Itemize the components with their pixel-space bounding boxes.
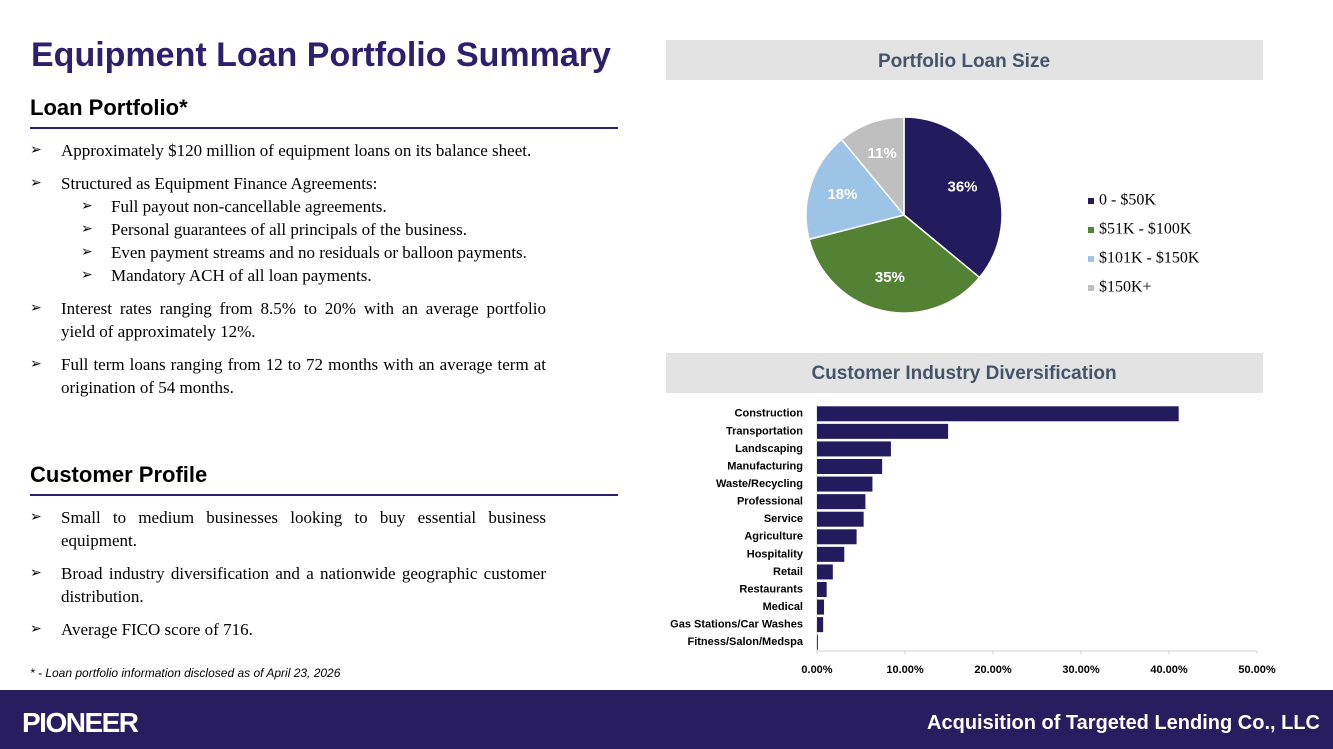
sub-list: Full payout non-cancellable agreements.P… — [61, 195, 546, 287]
data-label: 35% — [875, 269, 905, 286]
bar — [817, 599, 825, 615]
bar — [817, 617, 824, 633]
bullet-text: Full term loans ranging from 12 to 72 mo… — [61, 355, 546, 397]
sub-bullet: Full payout non-cancellable agreements. — [61, 195, 546, 218]
bullet-text: Structured as Equipment Finance Agreemen… — [61, 174, 378, 193]
bullet-list: Approximately $120 million of equipment … — [30, 139, 618, 399]
chart-title-band — [666, 353, 1263, 393]
bar — [817, 582, 827, 597]
footer-band — [0, 690, 1333, 749]
y-tick-label: Fitness/Salon/Medspa — [687, 636, 803, 648]
legend-label: 0 - $50K — [1099, 192, 1156, 209]
bullet-text: Average FICO score of 716. — [61, 620, 253, 639]
legend-swatch — [1088, 198, 1094, 204]
footnote: * - Loan portfolio information disclosed… — [30, 666, 341, 680]
pie-slice — [808, 214, 981, 314]
section-heading: Loan Portfolio* — [30, 95, 618, 129]
bar — [817, 406, 1179, 422]
data-label: 36% — [948, 178, 978, 195]
x-tick-label: 40.00% — [1150, 664, 1188, 676]
y-tick-label: Retail — [773, 566, 803, 578]
y-tick-label: Gas Stations/Car Washes — [670, 619, 803, 631]
legend-label: $101K - $150K — [1099, 250, 1200, 267]
logo: PIONEER — [22, 707, 139, 738]
bar — [817, 546, 845, 562]
bar — [817, 564, 833, 580]
bar — [817, 511, 864, 527]
y-tick-label: Professional — [737, 496, 803, 508]
bar — [817, 494, 866, 510]
legend-label: $150K+ — [1099, 279, 1152, 296]
chart-title-band — [666, 40, 1263, 80]
bullet: Structured as Equipment Finance Agreemen… — [30, 172, 546, 287]
bullet: Average FICO score of 716. — [30, 618, 546, 641]
legend-swatch — [1088, 256, 1094, 262]
bar — [817, 476, 873, 492]
sub-bullet: Mandatory ACH of all loan payments. — [61, 264, 546, 287]
y-tick-label: Service — [764, 513, 803, 525]
x-tick-label: 30.00% — [1062, 664, 1100, 676]
bar — [817, 423, 949, 439]
bullet: Interest rates ranging from 8.5% to 20% … — [30, 297, 546, 343]
x-tick-label: 10.00% — [886, 664, 924, 676]
x-tick-label: 20.00% — [974, 664, 1012, 676]
section-heading: Customer Profile — [30, 462, 618, 496]
bullet: Small to medium businesses looking to bu… — [30, 506, 546, 552]
data-label: 11% — [867, 145, 896, 162]
legend-swatch — [1088, 227, 1094, 233]
tagline: Acquisition of Targeted Lending Co., LLC — [927, 712, 1320, 734]
pie-slice — [903, 116, 1003, 279]
bullet-text: Interest rates ranging from 8.5% to 20% … — [61, 299, 546, 341]
y-tick-label: Waste/Recycling — [716, 478, 803, 490]
bullet: Approximately $120 million of equipment … — [30, 139, 546, 162]
legend-label: $51K - $100K — [1099, 221, 1192, 238]
pie-slice — [805, 138, 906, 241]
legend-swatch — [1088, 285, 1094, 291]
bullet-text: Approximately $120 million of equipment … — [61, 141, 532, 160]
bullet: Broad industry diversification and a nat… — [30, 562, 546, 608]
bar — [817, 529, 857, 545]
sub-bullet: Even payment streams and no residuals or… — [61, 241, 546, 264]
chart-title: Customer Industry Diversification — [811, 363, 1116, 384]
y-tick-label: Restaurants — [739, 583, 803, 595]
bar — [817, 441, 891, 457]
bar — [817, 459, 883, 474]
y-tick-label: Medical — [763, 601, 803, 613]
y-tick-label: Agriculture — [744, 531, 803, 543]
y-tick-label: Construction — [735, 408, 804, 420]
x-tick-label: 0.00% — [801, 664, 832, 676]
sub-bullet: Personal guarantees of all principals of… — [61, 218, 546, 241]
section: Loan Portfolio* Approximately $120 millio… — [30, 95, 618, 409]
y-tick-label: Hospitality — [747, 548, 804, 560]
bullet-list: Small to medium businesses looking to bu… — [30, 506, 618, 641]
bar — [817, 634, 818, 650]
y-tick-label: Landscaping — [735, 443, 803, 455]
bullet-text: Broad industry diversification and a nat… — [61, 564, 546, 606]
data-label: 18% — [827, 186, 857, 203]
x-tick-label: 50.00% — [1238, 664, 1276, 676]
slide-title: Equipment Loan Portfolio Summary — [31, 36, 611, 74]
pie-slice — [840, 116, 905, 218]
bullet: Full term loans ranging from 12 to 72 mo… — [30, 353, 546, 399]
section: Customer Profile Small to medium business… — [30, 462, 618, 651]
bullet-text: Small to medium businesses looking to bu… — [61, 508, 546, 550]
y-tick-label: Transportation — [726, 425, 803, 437]
y-tick-label: Manufacturing — [727, 460, 803, 472]
chart-title: Portfolio Loan Size — [878, 51, 1050, 72]
